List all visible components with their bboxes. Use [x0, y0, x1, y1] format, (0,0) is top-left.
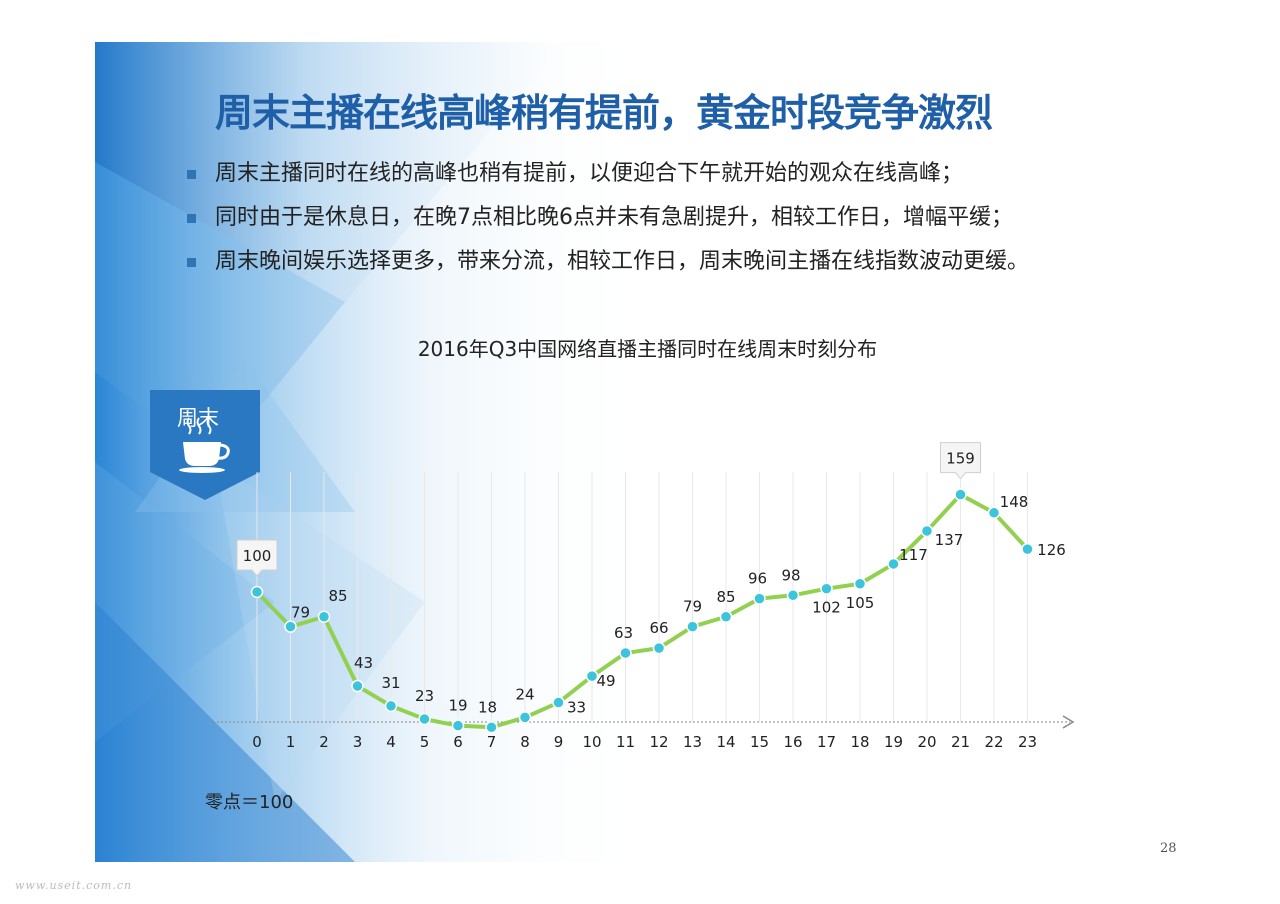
data-point — [552, 696, 565, 709]
x-tick-label: 8 — [520, 733, 530, 751]
data-label: 66 — [649, 619, 668, 637]
footnote: 零点＝100 — [205, 792, 294, 813]
callout-box: 159 — [940, 442, 981, 480]
data-label: 23 — [415, 687, 434, 705]
x-tick-label: 6 — [453, 733, 463, 751]
data-label: 18 — [478, 698, 497, 716]
data-label: 85 — [328, 587, 347, 605]
data-point — [585, 669, 599, 683]
x-tick-label: 14 — [716, 733, 735, 751]
x-tick-label: 20 — [917, 733, 936, 751]
bullet-square-icon — [187, 214, 196, 223]
data-label: 49 — [596, 672, 615, 690]
data-point — [250, 585, 264, 599]
data-point — [351, 679, 364, 693]
weekend-badge — [150, 390, 260, 500]
data-label: 31 — [381, 674, 400, 692]
data-label: 148 — [1000, 493, 1029, 511]
x-tick-label: 19 — [884, 733, 903, 751]
callout-box: 100 — [236, 539, 278, 577]
data-point — [619, 646, 632, 660]
x-tick-label: 7 — [487, 733, 497, 751]
bullet-item: 周末主播同时在线的高峰也稍有提前，以便迎合下午就开始的观众在线高峰； — [185, 154, 1029, 198]
data-label: 79 — [291, 604, 310, 622]
bullet-text: 同时由于是休息日，在晚7点相比晚6点并未有急剧提升，相较工作日，增幅平缓； — [215, 205, 1013, 230]
data-point — [786, 589, 800, 602]
bullet-item: 周末晚间娱乐选择更多，带来分流，相较工作日，周末晚间主播在线指数波动更缓。 — [185, 242, 1029, 286]
watermark: www.useit.com.cn — [15, 879, 133, 892]
callout-label: 100 — [243, 547, 272, 565]
chart-title: 2016年Q3中国网络直播主播同时在线周末时刻分布 — [417, 337, 878, 361]
x-tick-label: 5 — [420, 733, 430, 751]
data-point — [1021, 542, 1034, 556]
x-tick-label: 18 — [850, 733, 869, 751]
data-point — [284, 620, 297, 633]
x-tick-label: 23 — [1018, 733, 1037, 751]
x-tick-label: 0 — [252, 733, 262, 751]
data-label: 137 — [935, 531, 964, 549]
data-point — [485, 721, 498, 734]
bullet-square-icon — [187, 258, 196, 267]
callout-label: 159 — [946, 450, 975, 468]
bullet-square-icon — [187, 170, 196, 179]
data-label: 43 — [354, 654, 373, 672]
badge-label: 周末 — [177, 406, 219, 430]
data-label: 102 — [812, 599, 841, 617]
x-tick-label: 11 — [616, 733, 635, 751]
x-tick-label: 4 — [386, 733, 396, 751]
x-tick-label: 13 — [683, 733, 702, 751]
data-label: 63 — [614, 624, 633, 642]
data-point — [853, 577, 867, 590]
x-tick-label: 3 — [353, 733, 363, 751]
slide-title: 周末主播在线高峰稍有提前，黄金时段竞争激烈 — [215, 91, 993, 135]
data-point — [954, 488, 967, 501]
data-point — [719, 610, 733, 623]
line-chart: 0 1 2 3 4 5 6 7 8 9 10 11 12 13 14 15 16 17 18 19 20 21 22 23 1… — [213, 442, 1075, 751]
data-label: 126 — [1037, 541, 1066, 559]
data-label: 19 — [448, 697, 467, 715]
data-point — [987, 506, 1001, 520]
x-tick-label: 22 — [984, 733, 1003, 751]
data-label: 105 — [846, 594, 875, 612]
bullet-list: 周末主播同时在线的高峰也稍有提前，以便迎合下午就开始的观众在线高峰； 同时由于是… — [185, 154, 1029, 286]
bullet-text: 周末主播同时在线的高峰也稍有提前，以便迎合下午就开始的观众在线高峰； — [215, 161, 964, 186]
data-point — [753, 592, 766, 605]
data-label: 117 — [899, 546, 928, 564]
x-tick-label: 21 — [951, 733, 970, 751]
x-tick-label: 1 — [286, 733, 296, 751]
data-point — [518, 711, 532, 724]
x-tick-label: 17 — [817, 733, 836, 751]
data-point — [920, 524, 934, 538]
x-tick-label: 2 — [319, 733, 329, 751]
page-number: 28 — [1160, 841, 1177, 856]
x-tick-label: 9 — [554, 733, 564, 751]
data-label: 98 — [781, 566, 800, 584]
data-label: 85 — [716, 588, 735, 606]
bullet-text: 周末晚间娱乐选择更多，带来分流，相较工作日，周末晚间主播在线指数波动更缓。 — [215, 249, 1030, 274]
data-label: 24 — [515, 685, 534, 703]
data-point — [652, 641, 666, 655]
x-tick-label: 15 — [750, 733, 769, 751]
series-line — [255, 492, 1029, 730]
x-axis-arrow-icon — [1062, 715, 1075, 729]
data-point — [887, 557, 900, 571]
data-label: 33 — [567, 699, 586, 717]
data-label: 96 — [748, 570, 767, 588]
x-tick-label: 16 — [783, 733, 802, 751]
coffee-cup-icon — [179, 417, 230, 473]
data-point — [820, 582, 833, 595]
data-point — [418, 712, 431, 726]
slide-background — [95, 42, 1200, 862]
data-label: 79 — [683, 598, 702, 616]
x-tick-label: 12 — [649, 733, 668, 751]
x-tick-label: 10 — [582, 733, 601, 751]
data-point — [317, 610, 331, 623]
data-point — [451, 719, 465, 732]
slide: 周末主播在线高峰稍有提前，黄金时段竞争激烈 周末主播同时在线的高峰也稍有提前，以… — [95, 42, 1200, 862]
data-point — [686, 620, 699, 633]
bullet-item: 同时由于是休息日，在晚7点相比晚6点并未有急剧提升，相较工作日，增幅平缓； — [185, 198, 1029, 242]
data-point — [384, 699, 398, 713]
